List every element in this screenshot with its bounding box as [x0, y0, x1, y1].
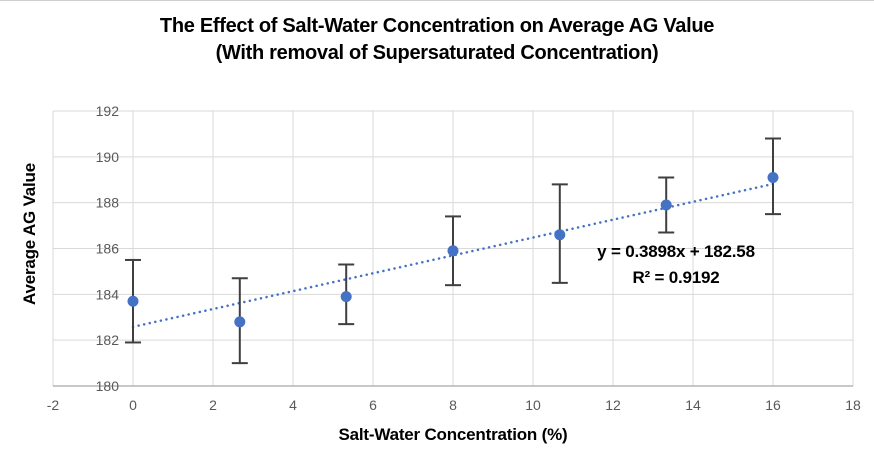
trendline-label: y = 0.3898x + 182.58 R² = 0.9192 — [566, 239, 786, 291]
y-tick-label: 192 — [96, 103, 120, 119]
x-tick-label: 0 — [129, 397, 137, 413]
y-tick-label: 186 — [96, 241, 120, 257]
x-tick-label: 4 — [289, 397, 297, 413]
data-point — [234, 316, 246, 328]
data-point — [447, 245, 459, 257]
y-tick-label: 188 — [96, 195, 120, 211]
chart-title: The Effect of Salt-Water Concentration o… — [0, 13, 874, 67]
x-tick-label: 8 — [449, 397, 457, 413]
x-tick-label: -2 — [47, 397, 60, 413]
x-tick-label: 6 — [369, 397, 377, 413]
x-tick-label: 14 — [685, 397, 701, 413]
y-tick-label: 180 — [96, 378, 120, 394]
trendline-equation: y = 0.3898x + 182.58 — [597, 242, 755, 261]
chart-title-line2: (With removal of Supersaturated Concentr… — [215, 42, 659, 64]
data-point — [554, 229, 566, 241]
x-tick-label: 16 — [765, 397, 781, 413]
x-tick-label: 10 — [525, 397, 541, 413]
x-tick-label: 18 — [845, 397, 861, 413]
data-point — [660, 199, 672, 211]
chart-title-line1: The Effect of Salt-Water Concentration o… — [159, 15, 715, 37]
data-point — [340, 291, 352, 303]
trendline-r-squared: R² = 0.9192 — [632, 268, 720, 287]
x-axis-title: Salt-Water Concentration (%) — [338, 425, 568, 444]
y-tick-label: 184 — [96, 286, 120, 302]
y-tick-label: 190 — [96, 149, 120, 165]
x-tick-label: 12 — [605, 397, 621, 413]
y-tick-label: 182 — [96, 332, 120, 348]
data-point — [127, 295, 139, 307]
x-tick-label: 2 — [209, 397, 217, 413]
data-point — [767, 171, 779, 183]
